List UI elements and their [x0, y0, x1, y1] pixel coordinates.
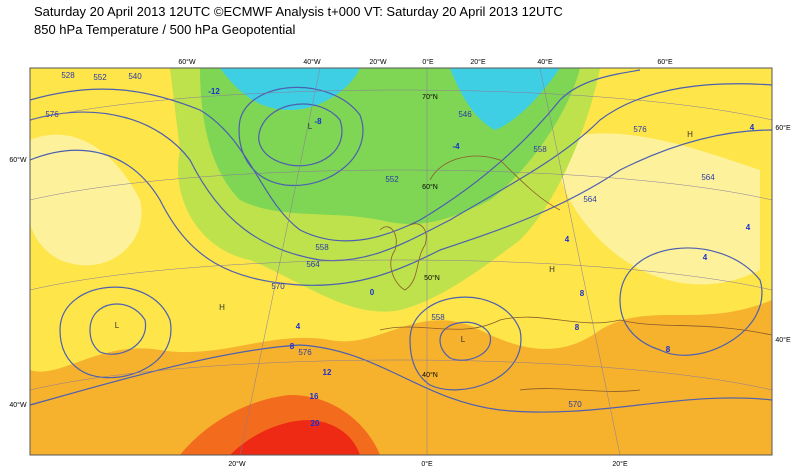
geopotential-label: 576: [298, 348, 312, 357]
latitude-label: 60°N: [422, 183, 438, 191]
geopotential-label: 558: [431, 313, 445, 322]
title: Saturday 20 April 2013 12UTC ©ECMWF Anal…: [34, 4, 563, 19]
longitude-label: 20°W: [228, 460, 246, 468]
geopotential-label: 576: [45, 110, 59, 119]
longitude-label: 0°E: [421, 460, 433, 468]
temperature-label: 20: [311, 419, 320, 428]
temperature-label: 8: [580, 289, 585, 298]
temperature-label: 4: [703, 253, 708, 262]
temperature-label: 8: [290, 342, 295, 351]
temperature-label: 4: [296, 322, 301, 331]
temperature-label: -8: [314, 117, 322, 126]
geopotential-label: 576: [633, 125, 647, 134]
longitude-label: 40°E: [537, 58, 553, 66]
pressure-centre: H: [549, 265, 555, 274]
longitude-label: 20°E: [612, 460, 628, 468]
geopotential-label: 540: [128, 72, 142, 81]
pressure-centre: H: [687, 130, 693, 139]
pressure-centre: L: [308, 122, 313, 131]
latitude-label: 60°W: [9, 156, 27, 164]
latitude-label: 40°E: [775, 336, 791, 344]
longitude-label: 60°E: [657, 58, 673, 66]
latitude-label: 60°E: [775, 124, 791, 132]
pressure-centre: L: [115, 321, 120, 330]
temperature-label: 0: [370, 288, 375, 297]
temperature-label: 16: [310, 392, 319, 401]
temperature-label: -4: [452, 142, 460, 151]
geopotential-label: 564: [583, 195, 597, 204]
geopotential-label: 570: [568, 400, 582, 409]
geopotential-label: 570: [271, 282, 285, 291]
temperature-label: 8: [666, 345, 671, 354]
geopotential-label: 552: [93, 73, 107, 82]
longitude-label: 20°E: [470, 58, 486, 66]
temperature-label: 4: [565, 235, 570, 244]
field: [30, 68, 772, 455]
temperature-label: 4: [746, 223, 751, 232]
geopotential-label: 564: [701, 173, 715, 182]
geopotential-label: 552: [385, 175, 399, 184]
latitude-label: 70°N: [422, 93, 438, 101]
longitude-label: 20°W: [369, 58, 387, 66]
longitude-label: 0°E: [422, 58, 434, 66]
temperature-label: -12: [208, 87, 220, 96]
latitude-label: 50°N: [424, 274, 440, 282]
longitude-label: 40°W: [303, 58, 321, 66]
geopotential-label: 558: [533, 145, 547, 154]
geopotential-label: 546: [458, 110, 472, 119]
latitude-label: 40°N: [422, 371, 438, 379]
geopotential-label: 528: [61, 71, 75, 80]
temperature-label: 8: [575, 323, 580, 332]
temperature-label: 4: [750, 123, 755, 132]
subtitle: 850 hPa Temperature / 500 hPa Geopotenti…: [34, 22, 296, 37]
temperature-label: 12: [323, 368, 332, 377]
latitude-label: 40°W: [9, 401, 27, 409]
geopotential-label: 564: [306, 260, 320, 269]
longitude-label: 60°W: [178, 58, 196, 66]
geopotential-label: 558: [315, 243, 329, 252]
pressure-centre: L: [461, 335, 466, 344]
pressure-centre: H: [219, 303, 225, 312]
